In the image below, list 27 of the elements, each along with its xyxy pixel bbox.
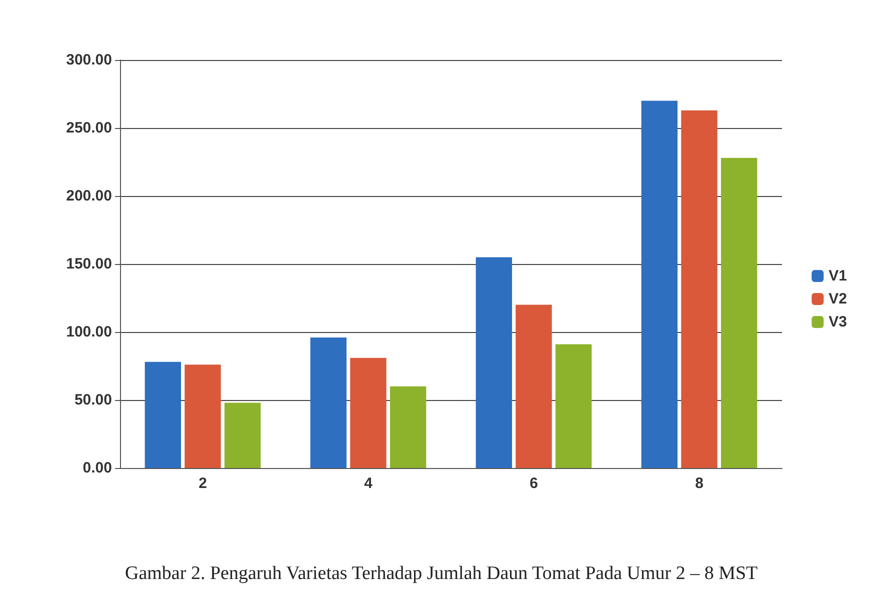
y-tick-label: 300.00 (66, 52, 112, 68)
text: Gambar 2. Pengaruh Varietas Terhadap Jumlah Daun Tomat Pada Umur 2 – 8 MST (125, 563, 758, 584)
bar (555, 344, 592, 468)
bar (224, 402, 261, 468)
y-tick-label: 250.00 (66, 120, 112, 136)
y-tick-label: 100.00 (66, 324, 112, 340)
legend-label: V2 (828, 290, 848, 308)
bar (310, 337, 347, 468)
bar (184, 364, 221, 468)
y-tick-label: 150.00 (66, 256, 112, 272)
bar (350, 358, 386, 468)
bar (720, 158, 758, 468)
bar (641, 100, 678, 468)
bar (516, 304, 552, 468)
legend-label: V1 (828, 268, 848, 284)
bar (390, 386, 426, 468)
x-tick-label: 4 (364, 475, 374, 492)
x-tick-label: 8 (695, 475, 704, 492)
y-tick-label: 0.00 (82, 460, 112, 476)
bar (144, 362, 182, 468)
y-tick-label: 200.00 (66, 188, 112, 204)
legend-label: V3 (828, 314, 848, 330)
bar (681, 110, 718, 468)
x-tick-label: 6 (530, 475, 538, 492)
x-tick-label: 2 (198, 475, 207, 492)
bar (476, 257, 512, 468)
y-tick-label: 50.00 (74, 392, 112, 408)
